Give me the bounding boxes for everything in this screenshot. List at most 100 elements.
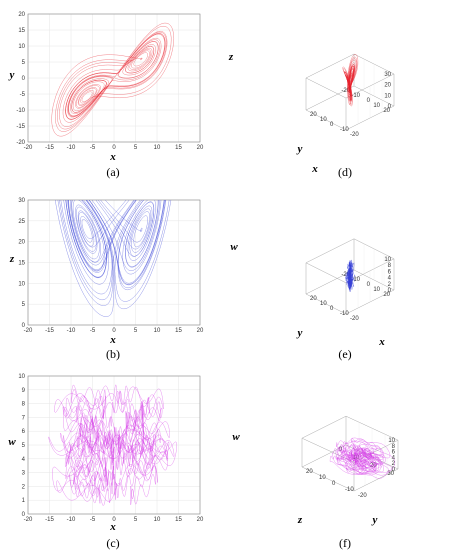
y-tick-label: -10 [16, 108, 25, 114]
attractor-line [51, 22, 174, 137]
z-tick-label: 2 [392, 461, 396, 467]
y-tick-label: 0 [367, 282, 371, 288]
x-tick-label: -20 [24, 517, 33, 523]
x-tick-label: -10 [67, 145, 76, 151]
chart-panel-c: -20 -15 -10 -5 0 5 10 15 20 0 1 2 3 4 5 6 7 8 9 10 [18, 374, 204, 523]
x-tick-label: 0 [112, 328, 116, 334]
x-tick-label: -10 [67, 328, 76, 334]
x-tick-label: 10 [320, 301, 327, 307]
y-tick-label: 4 [22, 457, 26, 463]
y-tick-label: 20 [383, 108, 390, 114]
z-tick-label: 0 [388, 288, 392, 294]
x-tick-label: 0 [112, 517, 116, 523]
y-tick-label: -10 [351, 277, 360, 283]
x-axis-label: x [109, 151, 116, 163]
y-axis-label: z [9, 253, 15, 265]
y-tick-label: 3 [22, 471, 26, 477]
y-tick-label: -20 [341, 272, 350, 278]
x-tick-label: 0 [330, 122, 334, 128]
z-tick-label: 0 [388, 104, 392, 110]
z-tick-label: 30 [384, 72, 391, 78]
x-axis-label: x [311, 163, 318, 175]
z-tick-label: 10 [384, 257, 391, 263]
y-tick-label: 0 [339, 447, 343, 453]
y-tick-label: 20 [18, 240, 25, 246]
y-tick-label: -10 [351, 93, 360, 99]
y-tick-label: -15 [16, 124, 25, 130]
x-tick-label: 10 [320, 117, 327, 123]
x-tick-label: -10 [340, 311, 349, 317]
y-tick-label: 10 [18, 374, 25, 380]
x-tick-label: -10 [67, 517, 76, 523]
y-tick-label: 5 [22, 443, 26, 449]
panel-caption: (d) [338, 165, 352, 179]
plot-frame [27, 375, 201, 515]
y-tick-label: 6 [22, 429, 26, 435]
axis-box-edge [305, 262, 347, 284]
y-tick-label: 1 [22, 498, 26, 504]
z-axis-label: w [232, 431, 240, 443]
y-tick-label: 8 [22, 402, 26, 408]
x-tick-label: -15 [45, 517, 54, 523]
attractor-line [48, 384, 177, 506]
y-tick-label: 10 [18, 44, 25, 50]
y-axis-label: y [296, 327, 303, 339]
x-tick-label: -5 [90, 145, 96, 151]
x-tick-label: 5 [134, 517, 138, 523]
y-tick-label: 2 [22, 484, 26, 490]
x-tick-label: -15 [45, 145, 54, 151]
x-axis-label: y [371, 514, 378, 526]
attractor-line [345, 259, 356, 292]
panel-caption: (e) [338, 347, 351, 361]
x-axis-label: x [109, 521, 116, 533]
panel-caption: (f) [339, 536, 351, 550]
z-tick-label: 4 [388, 276, 392, 282]
y-tick-label: 0 [367, 98, 371, 104]
y-tick-label: 9 [22, 388, 26, 394]
axis-box-edge [301, 437, 355, 463]
z-tick-label: 20 [384, 83, 391, 89]
x-tick-label: -20 [350, 132, 359, 138]
z-tick-label: 6 [392, 450, 396, 456]
plot-frame [27, 199, 201, 326]
axis-box-edge [301, 466, 355, 492]
x-tick-label: 20 [310, 296, 317, 302]
axis-box-edge [301, 415, 347, 439]
z-axis-label: w [230, 241, 238, 253]
z-tick-label: 6 [388, 269, 392, 275]
panel-caption: (c) [106, 536, 119, 550]
z-tick-label: 8 [392, 444, 396, 450]
attractor-line [329, 437, 395, 479]
axis-box-edge [305, 85, 355, 111]
y-tick-label: 0 [22, 323, 26, 329]
axis-box-edge [305, 109, 347, 131]
x-tick-label: -20 [358, 493, 367, 499]
attractor-line [55, 200, 172, 317]
panel-caption: (a) [106, 165, 119, 179]
y-tick-label: 15 [18, 261, 25, 267]
x-tick-label: 5 [134, 145, 138, 151]
x-tick-label: -5 [90, 517, 96, 523]
y-axis-label: y [296, 143, 303, 155]
y-axis-label: w [8, 436, 16, 448]
x-axis-label: x [378, 336, 385, 348]
y-tick-label: 30 [387, 471, 394, 477]
y-tick-label: -5 [20, 92, 26, 98]
y-tick-label: 30 [18, 198, 25, 204]
y-tick-label: 7 [22, 415, 26, 421]
axis-box-edge [305, 53, 355, 79]
x-tick-label: 20 [310, 112, 317, 118]
y-tick-label: 20 [18, 12, 25, 18]
x-axis-label: x [109, 334, 116, 346]
plot-frame [27, 13, 201, 143]
x-tick-label: -20 [24, 145, 33, 151]
x-tick-label: 20 [197, 517, 204, 523]
z-axis-label: z [228, 51, 234, 63]
x-tick-label: 10 [319, 475, 326, 481]
y-tick-label: -20 [16, 140, 25, 146]
y-axis-label: y [8, 69, 15, 81]
